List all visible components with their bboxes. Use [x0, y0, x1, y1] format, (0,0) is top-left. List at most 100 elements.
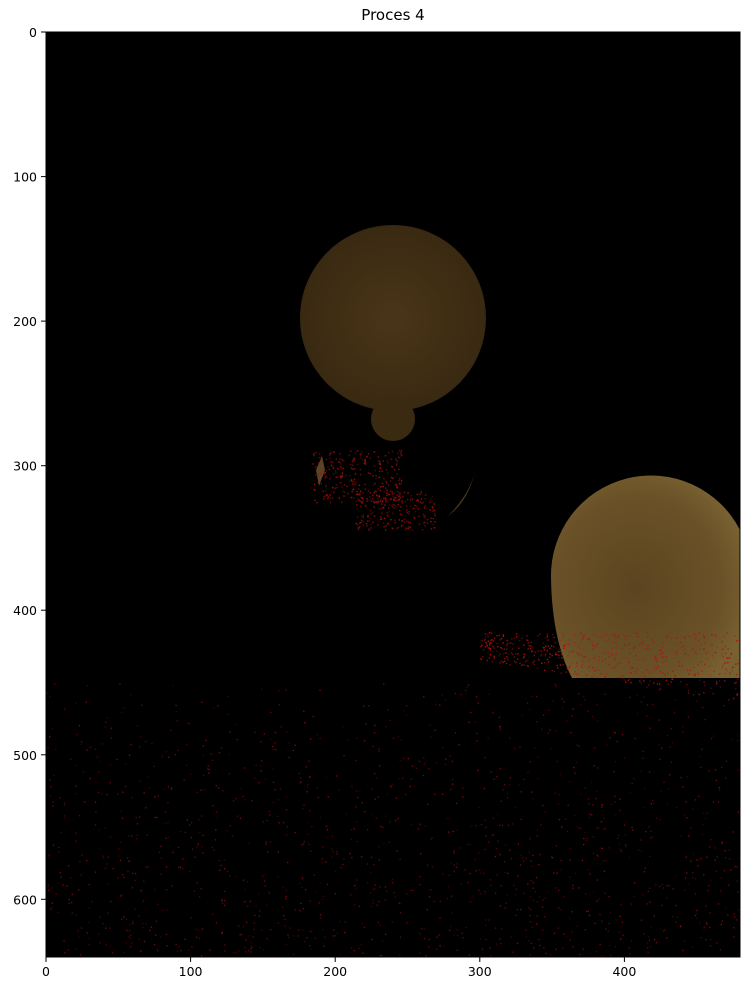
noise-pixel — [585, 674, 588, 676]
noise-pixel — [637, 633, 639, 635]
noise-pixel — [131, 835, 133, 837]
noise-pixel — [242, 879, 245, 881]
noise-pixel — [496, 776, 498, 778]
noise-pixel — [601, 920, 603, 922]
noise-pixel — [143, 940, 146, 943]
noise-pixel — [419, 952, 421, 954]
noise-pixel — [614, 657, 616, 659]
noise-pixel — [726, 632, 728, 634]
noise-pixel — [644, 788, 646, 790]
noise-pixel — [258, 910, 261, 912]
noise-pixel — [481, 656, 484, 658]
noise-pixel — [392, 737, 395, 739]
noise-pixel — [250, 948, 252, 950]
noise-pixel — [643, 680, 645, 682]
noise-pixel — [392, 512, 394, 515]
noise-pixel — [267, 851, 269, 853]
noise-pixel — [157, 795, 159, 797]
noise-pixel — [160, 857, 162, 859]
x-tick-label: 0 — [42, 964, 50, 979]
noise-pixel — [584, 929, 586, 931]
noise-pixel — [52, 844, 55, 846]
noise-pixel — [314, 466, 317, 468]
noise-pixel — [703, 692, 705, 694]
noise-pixel — [356, 504, 358, 506]
noise-pixel — [526, 665, 528, 667]
noise-pixel — [568, 667, 570, 670]
noise-pixel — [349, 474, 351, 477]
noise-pixel — [417, 828, 420, 830]
noise-pixel — [583, 648, 585, 651]
noise-pixel — [288, 742, 291, 744]
noise-pixel — [686, 872, 688, 874]
noise-pixel — [559, 773, 562, 776]
noise-pixel — [378, 901, 380, 903]
noise-pixel — [374, 884, 376, 886]
noise-pixel — [674, 875, 677, 878]
noise-pixel — [587, 798, 590, 800]
noise-pixel — [374, 500, 377, 502]
noise-pixel — [263, 873, 265, 876]
noise-pixel — [584, 656, 586, 658]
noise-pixel — [480, 658, 482, 660]
noise-pixel — [666, 897, 668, 899]
noise-pixel — [630, 681, 633, 684]
noise-pixel — [337, 468, 339, 470]
noise-pixel — [544, 811, 546, 813]
noise-pixel — [538, 938, 540, 941]
noise-pixel — [405, 793, 407, 796]
noise-pixel — [354, 884, 356, 887]
noise-pixel — [603, 817, 605, 820]
noise-pixel — [488, 647, 491, 649]
noise-pixel — [543, 714, 545, 716]
noise-pixel — [536, 721, 538, 723]
noise-pixel — [212, 805, 214, 807]
noise-pixel — [280, 726, 282, 728]
noise-pixel — [517, 875, 519, 877]
noise-pixel — [357, 528, 360, 530]
noise-pixel — [235, 952, 237, 954]
noise-pixel — [310, 850, 312, 852]
noise-pixel — [379, 886, 381, 888]
noise-pixel — [354, 473, 357, 475]
noise-pixel — [737, 811, 739, 813]
noise-pixel — [529, 914, 531, 917]
noise-pixel — [719, 673, 721, 675]
noise-pixel — [270, 738, 272, 740]
noise-pixel — [58, 851, 60, 853]
noise-pixel — [111, 952, 114, 954]
sphere-right — [550, 475, 740, 678]
noise-pixel — [101, 792, 103, 795]
noise-pixel — [643, 807, 645, 809]
noise-pixel — [513, 656, 516, 658]
noise-pixel — [517, 843, 520, 845]
noise-pixel — [229, 825, 231, 827]
noise-pixel — [51, 902, 53, 904]
noise-pixel — [405, 714, 407, 716]
noise-pixel — [553, 670, 555, 673]
noise-pixel — [98, 848, 101, 850]
noise-pixel — [365, 723, 367, 725]
noise-pixel — [427, 803, 429, 805]
noise-pixel — [367, 829, 369, 831]
noise-pixel — [500, 800, 502, 802]
noise-pixel — [184, 831, 186, 834]
noise-pixel — [423, 757, 425, 759]
noise-pixel — [718, 787, 720, 789]
noise-pixel — [550, 856, 553, 858]
noise-pixel — [261, 929, 263, 931]
noise-pixel — [221, 931, 223, 934]
noise-pixel — [506, 894, 508, 896]
noise-pixel — [518, 784, 520, 786]
noise-pixel — [718, 680, 721, 682]
noise-pixel — [560, 869, 562, 871]
noise-pixel — [338, 789, 340, 791]
noise-pixel — [555, 654, 557, 656]
noise-pixel — [615, 642, 617, 644]
noise-pixel — [555, 948, 557, 950]
noise-pixel — [119, 841, 122, 843]
noise-pixel — [738, 639, 740, 641]
noise-pixel — [222, 902, 224, 904]
noise-pixel — [117, 848, 120, 850]
noise-pixel — [643, 933, 645, 935]
